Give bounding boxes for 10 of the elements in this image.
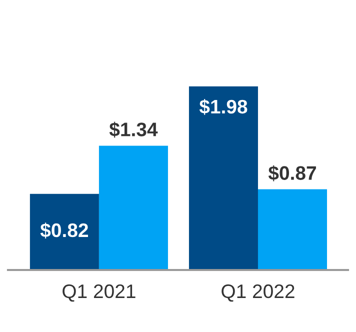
data-label: $0.87: [268, 165, 316, 182]
data-label: $0.82: [40, 222, 88, 238]
x-tick-label: Q1 2021: [62, 284, 136, 302]
bar: [258, 189, 328, 270]
bar: [98, 146, 168, 270]
x-tick-label: Q1 2022: [222, 284, 294, 302]
bar: [188, 86, 258, 270]
data-label: $1.34: [109, 122, 158, 138]
data-label: $1.98: [199, 98, 248, 115]
bar: [30, 194, 99, 270]
